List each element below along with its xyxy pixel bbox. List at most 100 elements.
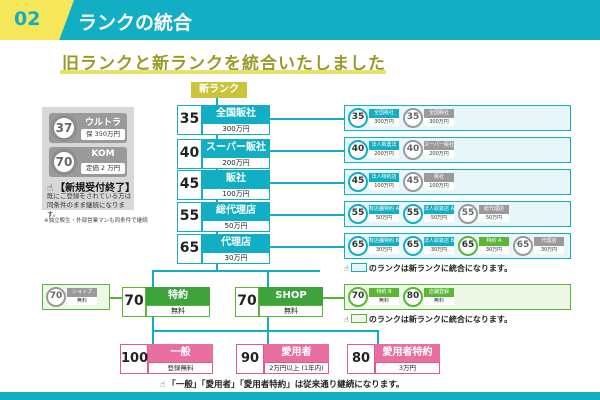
rank-number: 35 [177, 105, 202, 135]
rank-condition: 200万円 [202, 157, 270, 169]
merged-rank: 55 総代理店 50万円 [458, 204, 510, 224]
new-rank-40: 40 スーパー販社 200万円 [177, 139, 270, 169]
pink-rank-user: 90 愛用者 2万円以上 (1年内) [236, 344, 329, 374]
blue-merge-note-text: のランクは新ランクに統合になります。 [368, 264, 513, 273]
rank-name: 愛用者特約 [375, 344, 440, 362]
rank-name: 総代理店 [202, 202, 270, 220]
connector-line [152, 330, 154, 344]
merged-rank: 55 有店舗特約 A 50万円 [348, 204, 400, 224]
merged-ranks-shop: 70 特約 B 無料 80 店舗登録 無料 [344, 284, 571, 310]
bottom-note-text: 「一般」「愛用者」「愛用者特約」は従来通り継続になります。 [167, 380, 405, 390]
rank-condition: 200万円 [424, 150, 454, 158]
merged-rank: 65 有店舗特約 B 30万円 [348, 236, 400, 256]
rank-name: 特約 B [369, 288, 399, 297]
rank-number: 80 [403, 287, 423, 307]
pointing-hand-icon: ☝ [47, 183, 54, 194]
rank-condition: 200万円 [369, 150, 399, 158]
connector-line [377, 330, 379, 344]
connector-line [270, 182, 344, 184]
merged-rank: 70 ショップ 無料 [46, 287, 106, 307]
blue-merge-note: ☝ のランクは新ランクに統合になります。 [344, 263, 512, 274]
rank-condition: 30万円 [479, 246, 509, 254]
rank-number: 65 [177, 234, 202, 264]
merged-ranks-35: 35 全国販社 300万円 35 全国販社 300万円 [344, 105, 571, 131]
rank-name: 全国販社 [202, 105, 270, 123]
rank-condition: 50万円 [479, 214, 509, 222]
rank-number: 70 [51, 149, 77, 175]
rank-number: 40 [177, 139, 202, 169]
rank-condition: 100万円 [369, 182, 399, 190]
rank-name: 愛用者 [264, 344, 329, 362]
rank-condition: 50万円 [202, 220, 270, 232]
merged-rank: 40 スーパー販社 200万円 [403, 140, 455, 160]
merged-ranks-40: 40 法人新農法 200万円 40 スーパー販社 200万円 [344, 137, 571, 163]
merged-rank: 65 法人取扱店 B 30万円 [403, 236, 455, 256]
rank-name: KOM [91, 149, 115, 159]
rank-condition: 50万円 [424, 214, 454, 222]
connector-line [152, 330, 377, 332]
rank-condition: 300万円 [424, 118, 454, 126]
connector-line [152, 270, 154, 287]
rank-number: 55 [177, 202, 202, 232]
connector-line [323, 297, 344, 299]
rank-name: 全国販社 [369, 109, 399, 118]
rank-number: 90 [236, 344, 264, 374]
rank-name: SHOP [259, 287, 323, 305]
rank-name: 一般 [148, 344, 213, 362]
subtitle: 旧ランクと新ランクを統合いたしました [62, 54, 386, 74]
merged-rank: 45 法人特約店 100万円 [348, 172, 400, 192]
merged-rank: 70 特約 B 無料 [348, 287, 400, 307]
connector-line [216, 98, 218, 108]
rank-number: 65 [458, 236, 478, 256]
rank-number: 37 [51, 115, 77, 141]
rank-name: 有店舗特約 A [369, 205, 399, 214]
rank-name: 法人特約店 [369, 173, 399, 182]
rank-number: 45 [403, 172, 423, 192]
rank-condition: 無料 [146, 305, 210, 317]
legend-swatch-blue [350, 263, 367, 272]
footer-bar [0, 392, 600, 400]
new-rank-35: 35 全国販社 300万円 [177, 105, 270, 135]
rank-condition: 無料 [259, 305, 323, 317]
rank-number: 35 [348, 108, 368, 128]
bottom-note: ☝ 「一般」「愛用者」「愛用者特約」は従来通り継続になります。 [160, 378, 404, 390]
new-rank-55: 55 総代理店 50万円 [177, 202, 270, 232]
green-merge-note-text: のランクは新ランクに統合になります。 [368, 315, 513, 324]
new-rank-45: 45 販社 100万円 [177, 170, 270, 200]
old-rank-ultra: 37 ウルトラ販社 保 350万円 [49, 113, 127, 143]
rank-name: 店舗登録 [424, 288, 454, 297]
rank-name: 有店舗特約 B [369, 237, 399, 246]
rank-number: 40 [403, 140, 423, 160]
rank-name: 法人取扱店 B [424, 237, 454, 246]
green-merge-note: ☝ のランクは新ランクに統合になります。 [344, 314, 512, 325]
connector-line [270, 246, 344, 248]
rank-name: ショップ [67, 288, 97, 297]
header-number-box [0, 0, 74, 40]
rank-condition: 30万円 [369, 246, 399, 254]
rank-number: 45 [177, 170, 202, 200]
rank-number: 65 [513, 236, 533, 256]
rank-name: 代理店 [534, 237, 564, 246]
closed-label-text: 【新規受付終了】 [55, 183, 136, 194]
connector-line [267, 317, 269, 344]
rank-name: 法人新農法 [369, 141, 399, 150]
closed-label: ☝ 【新規受付終了】 [47, 179, 135, 194]
merged-ranks-65: 65 有店舗特約 B 30万円 65 法人取扱店 B 30万円 65 特約 A … [344, 233, 571, 259]
rank-number: 40 [348, 140, 368, 160]
connector-line [267, 270, 269, 287]
rank-condition: 保 350万円 [81, 129, 125, 140]
new-rank-label: 新ランク [191, 82, 247, 98]
merged-rank: 45 販社 100万円 [403, 172, 455, 192]
section-number: 02 [14, 8, 41, 30]
rank-name: スーパー販社 [424, 141, 454, 150]
merged-ranks-45: 45 法人特約店 100万円 45 販社 100万円 [344, 169, 571, 195]
pointing-hand-icon: ☝ [160, 380, 166, 390]
rank-condition: 無料 [369, 297, 399, 305]
rank-condition: 登録無料 [148, 362, 213, 374]
rank-number: 35 [403, 108, 423, 128]
pointing-hand-icon: ☝ [344, 315, 349, 324]
pink-rank-user-special: 80 愛用者特約 3万円 [347, 344, 440, 374]
rank-name: 代理店 [202, 234, 270, 252]
merged-rank: 35 全国販社 300万円 [348, 108, 400, 128]
rank-condition: 2万円以上 (1年内) [264, 362, 329, 374]
